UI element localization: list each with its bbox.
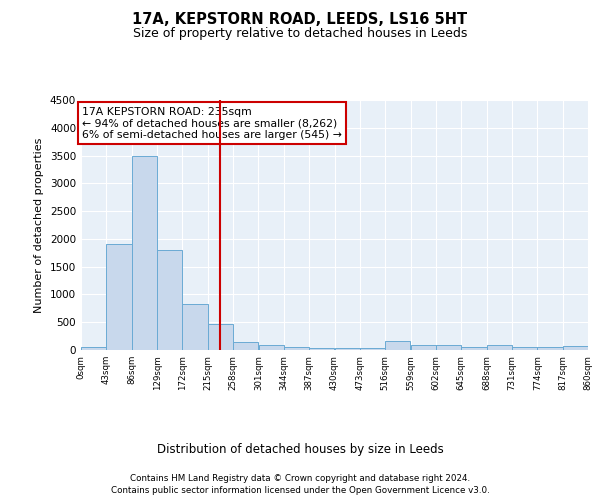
Bar [512,347,537,350]
Bar [563,346,588,350]
Bar [385,340,410,350]
Bar [309,348,334,350]
Text: Contains HM Land Registry data © Crown copyright and database right 2024.: Contains HM Land Registry data © Crown c… [130,474,470,483]
Bar [360,348,385,350]
Bar [81,347,106,350]
Bar [132,156,157,350]
Bar [410,344,436,350]
Text: Size of property relative to detached houses in Leeds: Size of property relative to detached ho… [133,28,467,40]
Bar [284,347,309,350]
Bar [259,345,284,350]
Bar [487,344,512,350]
Bar [461,347,487,350]
Text: Distribution of detached houses by size in Leeds: Distribution of detached houses by size … [157,442,443,456]
Bar [208,324,233,350]
Text: 17A, KEPSTORN ROAD, LEEDS, LS16 5HT: 17A, KEPSTORN ROAD, LEEDS, LS16 5HT [133,12,467,28]
Text: Contains public sector information licensed under the Open Government Licence v3: Contains public sector information licen… [110,486,490,495]
Bar [436,344,461,350]
Bar [335,348,360,350]
Bar [182,304,208,350]
Bar [106,244,131,350]
Bar [233,342,259,350]
Y-axis label: Number of detached properties: Number of detached properties [34,138,44,312]
Bar [157,250,182,350]
Text: 17A KEPSTORN ROAD: 235sqm
← 94% of detached houses are smaller (8,262)
6% of sem: 17A KEPSTORN ROAD: 235sqm ← 94% of detac… [82,106,342,140]
Bar [538,347,563,350]
